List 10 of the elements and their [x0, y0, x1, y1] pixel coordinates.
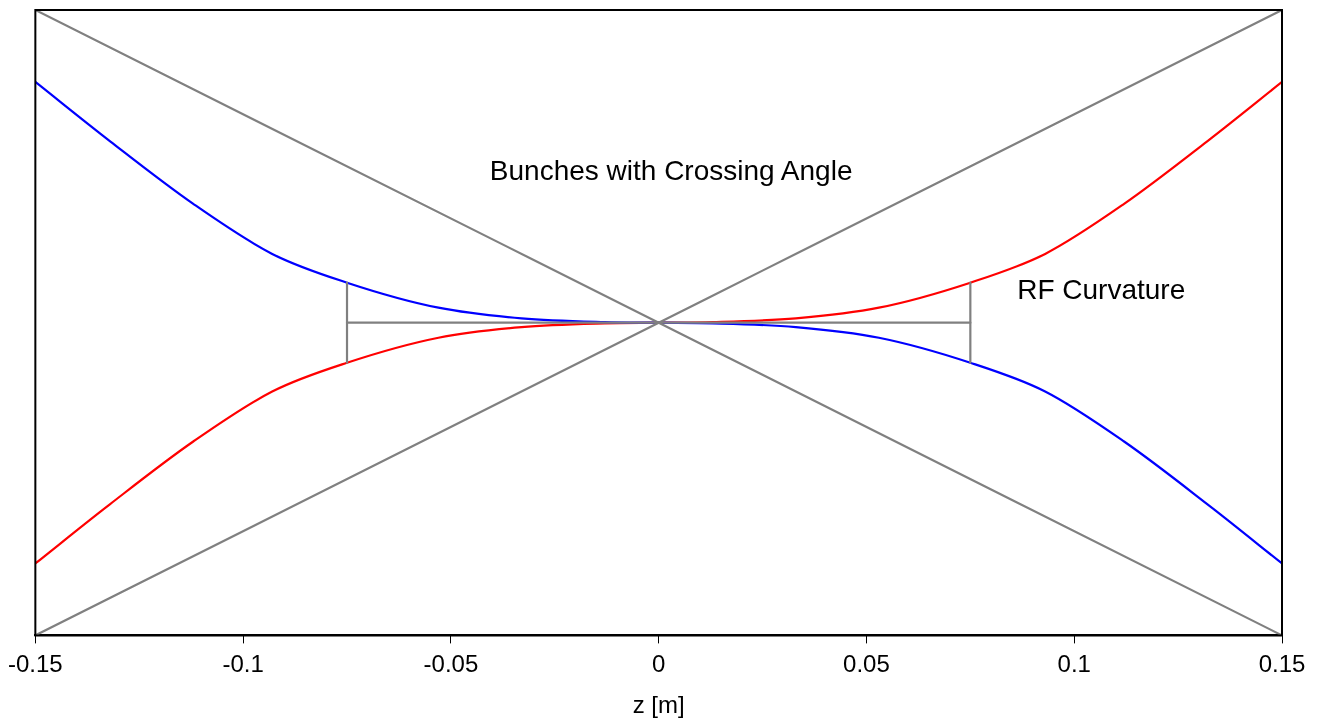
x-tick-label: 0.15	[1258, 650, 1306, 678]
x-axis-title: z [m]	[632, 691, 685, 719]
annotation: RF Curvature	[1017, 274, 1186, 306]
x-tick-label: -0.15	[8, 650, 63, 678]
x-tick-label: 0	[652, 650, 666, 678]
x-tick-label: 0.05	[843, 650, 890, 678]
x-tick-label: 0.1	[1057, 650, 1091, 678]
x-tick-label: -0.05	[423, 650, 479, 678]
x-tick-label: -0.1	[222, 650, 264, 678]
annotation: Bunches with Crossing Angle	[489, 155, 853, 187]
